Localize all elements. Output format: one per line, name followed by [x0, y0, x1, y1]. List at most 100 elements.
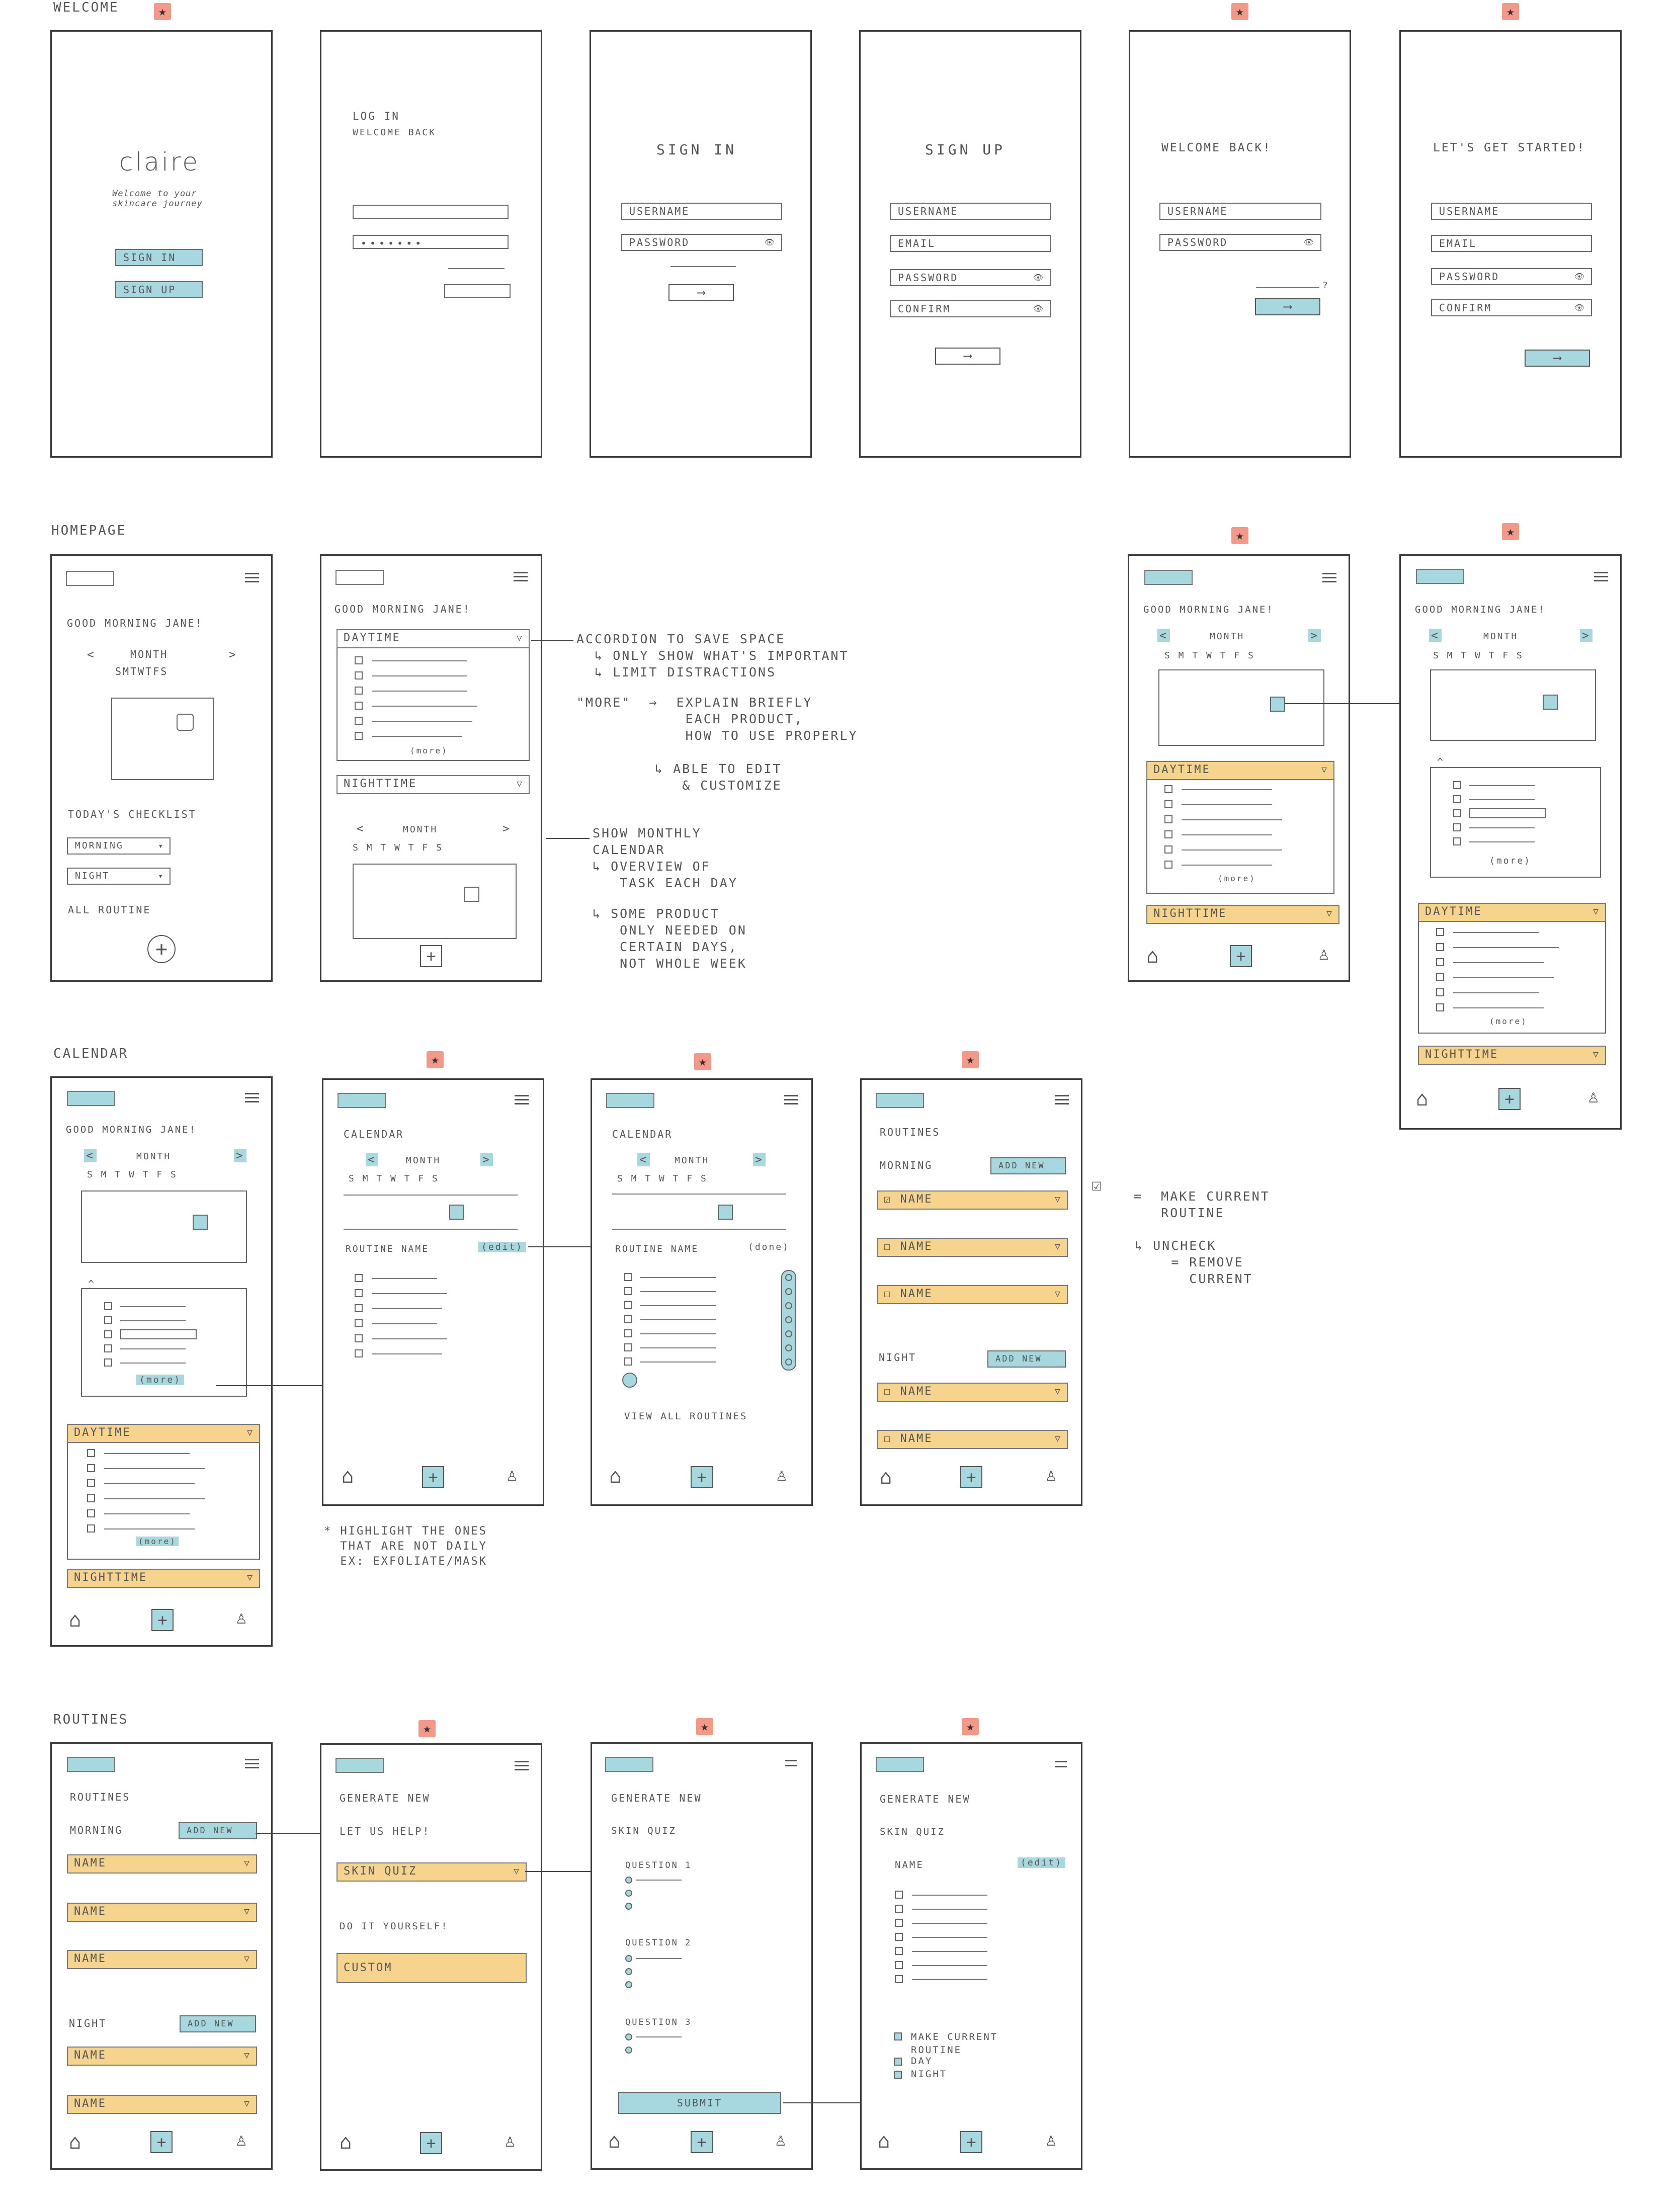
- minus-icon[interactable]: [785, 1302, 792, 1309]
- password-field[interactable]: PASSWORD 👁: [890, 269, 1051, 286]
- password-field[interactable]: PASSWORD 👁: [1159, 234, 1321, 251]
- edit-button[interactable]: (edit): [1018, 1857, 1066, 1868]
- hamburger-icon[interactable]: [1594, 572, 1608, 582]
- hamburger-icon[interactable]: [1055, 1095, 1069, 1105]
- checkbox[interactable]: [624, 1287, 632, 1295]
- checkbox[interactable]: [355, 1304, 363, 1312]
- home-icon[interactable]: ⌂: [1146, 945, 1159, 968]
- password-field[interactable]: PASSWORD 👁: [1431, 268, 1592, 285]
- checkbox-icon[interactable]: ☐: [884, 1288, 892, 1300]
- radio-option[interactable]: [625, 2033, 632, 2040]
- next-month-icon[interactable]: >: [229, 648, 237, 661]
- add-icon[interactable]: +: [150, 2131, 173, 2153]
- hamburger-icon[interactable]: [515, 1761, 529, 1771]
- username-field[interactable]: USERNAME: [1159, 203, 1321, 220]
- more-link[interactable]: (more): [1218, 874, 1256, 883]
- submit-arrow-button[interactable]: ⟶: [1525, 350, 1590, 367]
- all-routine-link[interactable]: ALL ROUTINE: [68, 904, 151, 916]
- checkbox[interactable]: [1436, 928, 1444, 936]
- minus-icon[interactable]: [785, 1288, 792, 1295]
- daytime-header[interactable]: DAYTIME ▽: [67, 1424, 260, 1443]
- checked-checkbox-icon[interactable]: ☑: [884, 1193, 892, 1206]
- checkbox[interactable]: [624, 1273, 632, 1281]
- radio-option[interactable]: [625, 1955, 632, 1962]
- user-icon[interactable]: ♙: [1318, 944, 1329, 964]
- checkbox[interactable]: [1164, 861, 1172, 869]
- minus-icon[interactable]: [785, 1316, 792, 1323]
- chevron-up-icon[interactable]: ^: [88, 1278, 96, 1290]
- checkbox[interactable]: [104, 1358, 112, 1367]
- prev-month-icon[interactable]: <: [357, 822, 365, 835]
- radio-option[interactable]: [625, 2047, 632, 2054]
- username-field[interactable]: USERNAME: [890, 203, 1051, 220]
- checkbox[interactable]: [87, 1494, 95, 1502]
- routine-item[interactable]: ☐ NAME ▽: [877, 1383, 1068, 1402]
- hamburger-icon[interactable]: [514, 572, 528, 582]
- sign-in-button[interactable]: SIGN IN: [115, 249, 203, 266]
- calendar-grid[interactable]: [1158, 669, 1324, 746]
- checkbox-icon[interactable]: ☐: [884, 1385, 892, 1398]
- hamburger-icon[interactable]: [245, 1093, 259, 1103]
- checkbox[interactable]: [1436, 988, 1444, 996]
- radio-option[interactable]: [625, 1877, 632, 1884]
- checkbox[interactable]: [1453, 823, 1461, 831]
- submit-arrow-button[interactable]: ⟶: [935, 348, 1000, 365]
- today-cell[interactable]: [1543, 695, 1558, 710]
- day-checkbox[interactable]: [894, 2058, 902, 2066]
- checkbox[interactable]: [355, 671, 363, 679]
- morning-dropdown[interactable]: MORNING ▾: [67, 837, 171, 855]
- sign-up-button[interactable]: SIGN UP: [115, 281, 203, 298]
- checkbox[interactable]: [895, 1947, 903, 1955]
- prev-month-icon[interactable]: <: [1429, 629, 1442, 642]
- done-button[interactable]: (done): [748, 1242, 790, 1252]
- checkbox[interactable]: [1164, 845, 1172, 854]
- checkbox[interactable]: [1453, 837, 1461, 845]
- routine-item[interactable]: ☐ NAME ▽: [877, 1285, 1068, 1304]
- add-icon[interactable]: +: [147, 935, 176, 963]
- email-field[interactable]: EMAIL: [890, 235, 1051, 252]
- home-icon[interactable]: ⌂: [608, 2130, 621, 2153]
- password-field[interactable]: PASSWORD 👁: [621, 234, 782, 251]
- password-field[interactable]: •••••••: [353, 235, 509, 249]
- next-month-icon[interactable]: >: [234, 1149, 246, 1162]
- user-icon[interactable]: ♙: [1046, 1465, 1057, 1485]
- submit-arrow-button[interactable]: ⟶: [668, 284, 734, 301]
- minus-icon[interactable]: [785, 1344, 792, 1351]
- hamburger-icon[interactable]: [1055, 1761, 1067, 1768]
- selected-day-accordion[interactable]: [1430, 767, 1601, 878]
- checkbox[interactable]: [895, 1961, 903, 1969]
- edit-button[interactable]: (edit): [478, 1242, 527, 1252]
- more-link[interactable]: (more): [1489, 1016, 1528, 1026]
- radio-option[interactable]: [625, 1981, 632, 1988]
- home-icon[interactable]: ⌂: [342, 1465, 354, 1488]
- username-field[interactable]: USERNAME: [1431, 203, 1592, 220]
- night-dropdown[interactable]: NIGHT ▾: [67, 868, 171, 885]
- home-icon[interactable]: ⌂: [609, 1465, 622, 1488]
- username-field[interactable]: [353, 205, 509, 219]
- checkbox[interactable]: [624, 1315, 632, 1323]
- checkbox[interactable]: [1436, 958, 1444, 966]
- more-link[interactable]: (more): [1489, 856, 1532, 866]
- checkbox[interactable]: [1164, 815, 1172, 823]
- submit-button[interactable]: SUBMIT: [618, 2092, 781, 2114]
- checkbox[interactable]: [87, 1464, 95, 1472]
- user-icon[interactable]: ♙: [236, 1607, 247, 1628]
- checkbox[interactable]: [624, 1343, 632, 1351]
- checkbox-icon[interactable]: ☐: [884, 1432, 892, 1445]
- hamburger-icon[interactable]: [245, 1759, 259, 1769]
- today-cell[interactable]: [1270, 697, 1285, 712]
- radio-option[interactable]: [625, 1890, 632, 1897]
- checkbox[interactable]: [1436, 973, 1444, 981]
- add-icon[interactable]: +: [691, 1466, 713, 1488]
- checkbox[interactable]: [895, 1891, 903, 1899]
- checkbox[interactable]: [355, 687, 363, 695]
- hamburger-icon[interactable]: [515, 1095, 529, 1105]
- checkbox[interactable]: [624, 1301, 632, 1309]
- checkbox[interactable]: [355, 1289, 363, 1297]
- selected-day-accordion[interactable]: [81, 1288, 247, 1397]
- checkbox[interactable]: [1164, 785, 1172, 793]
- forgot-link[interactable]: [448, 268, 505, 269]
- add-icon[interactable]: +: [151, 1609, 174, 1631]
- prev-month-icon[interactable]: <: [87, 648, 96, 661]
- user-icon[interactable]: ♙: [1588, 1086, 1599, 1107]
